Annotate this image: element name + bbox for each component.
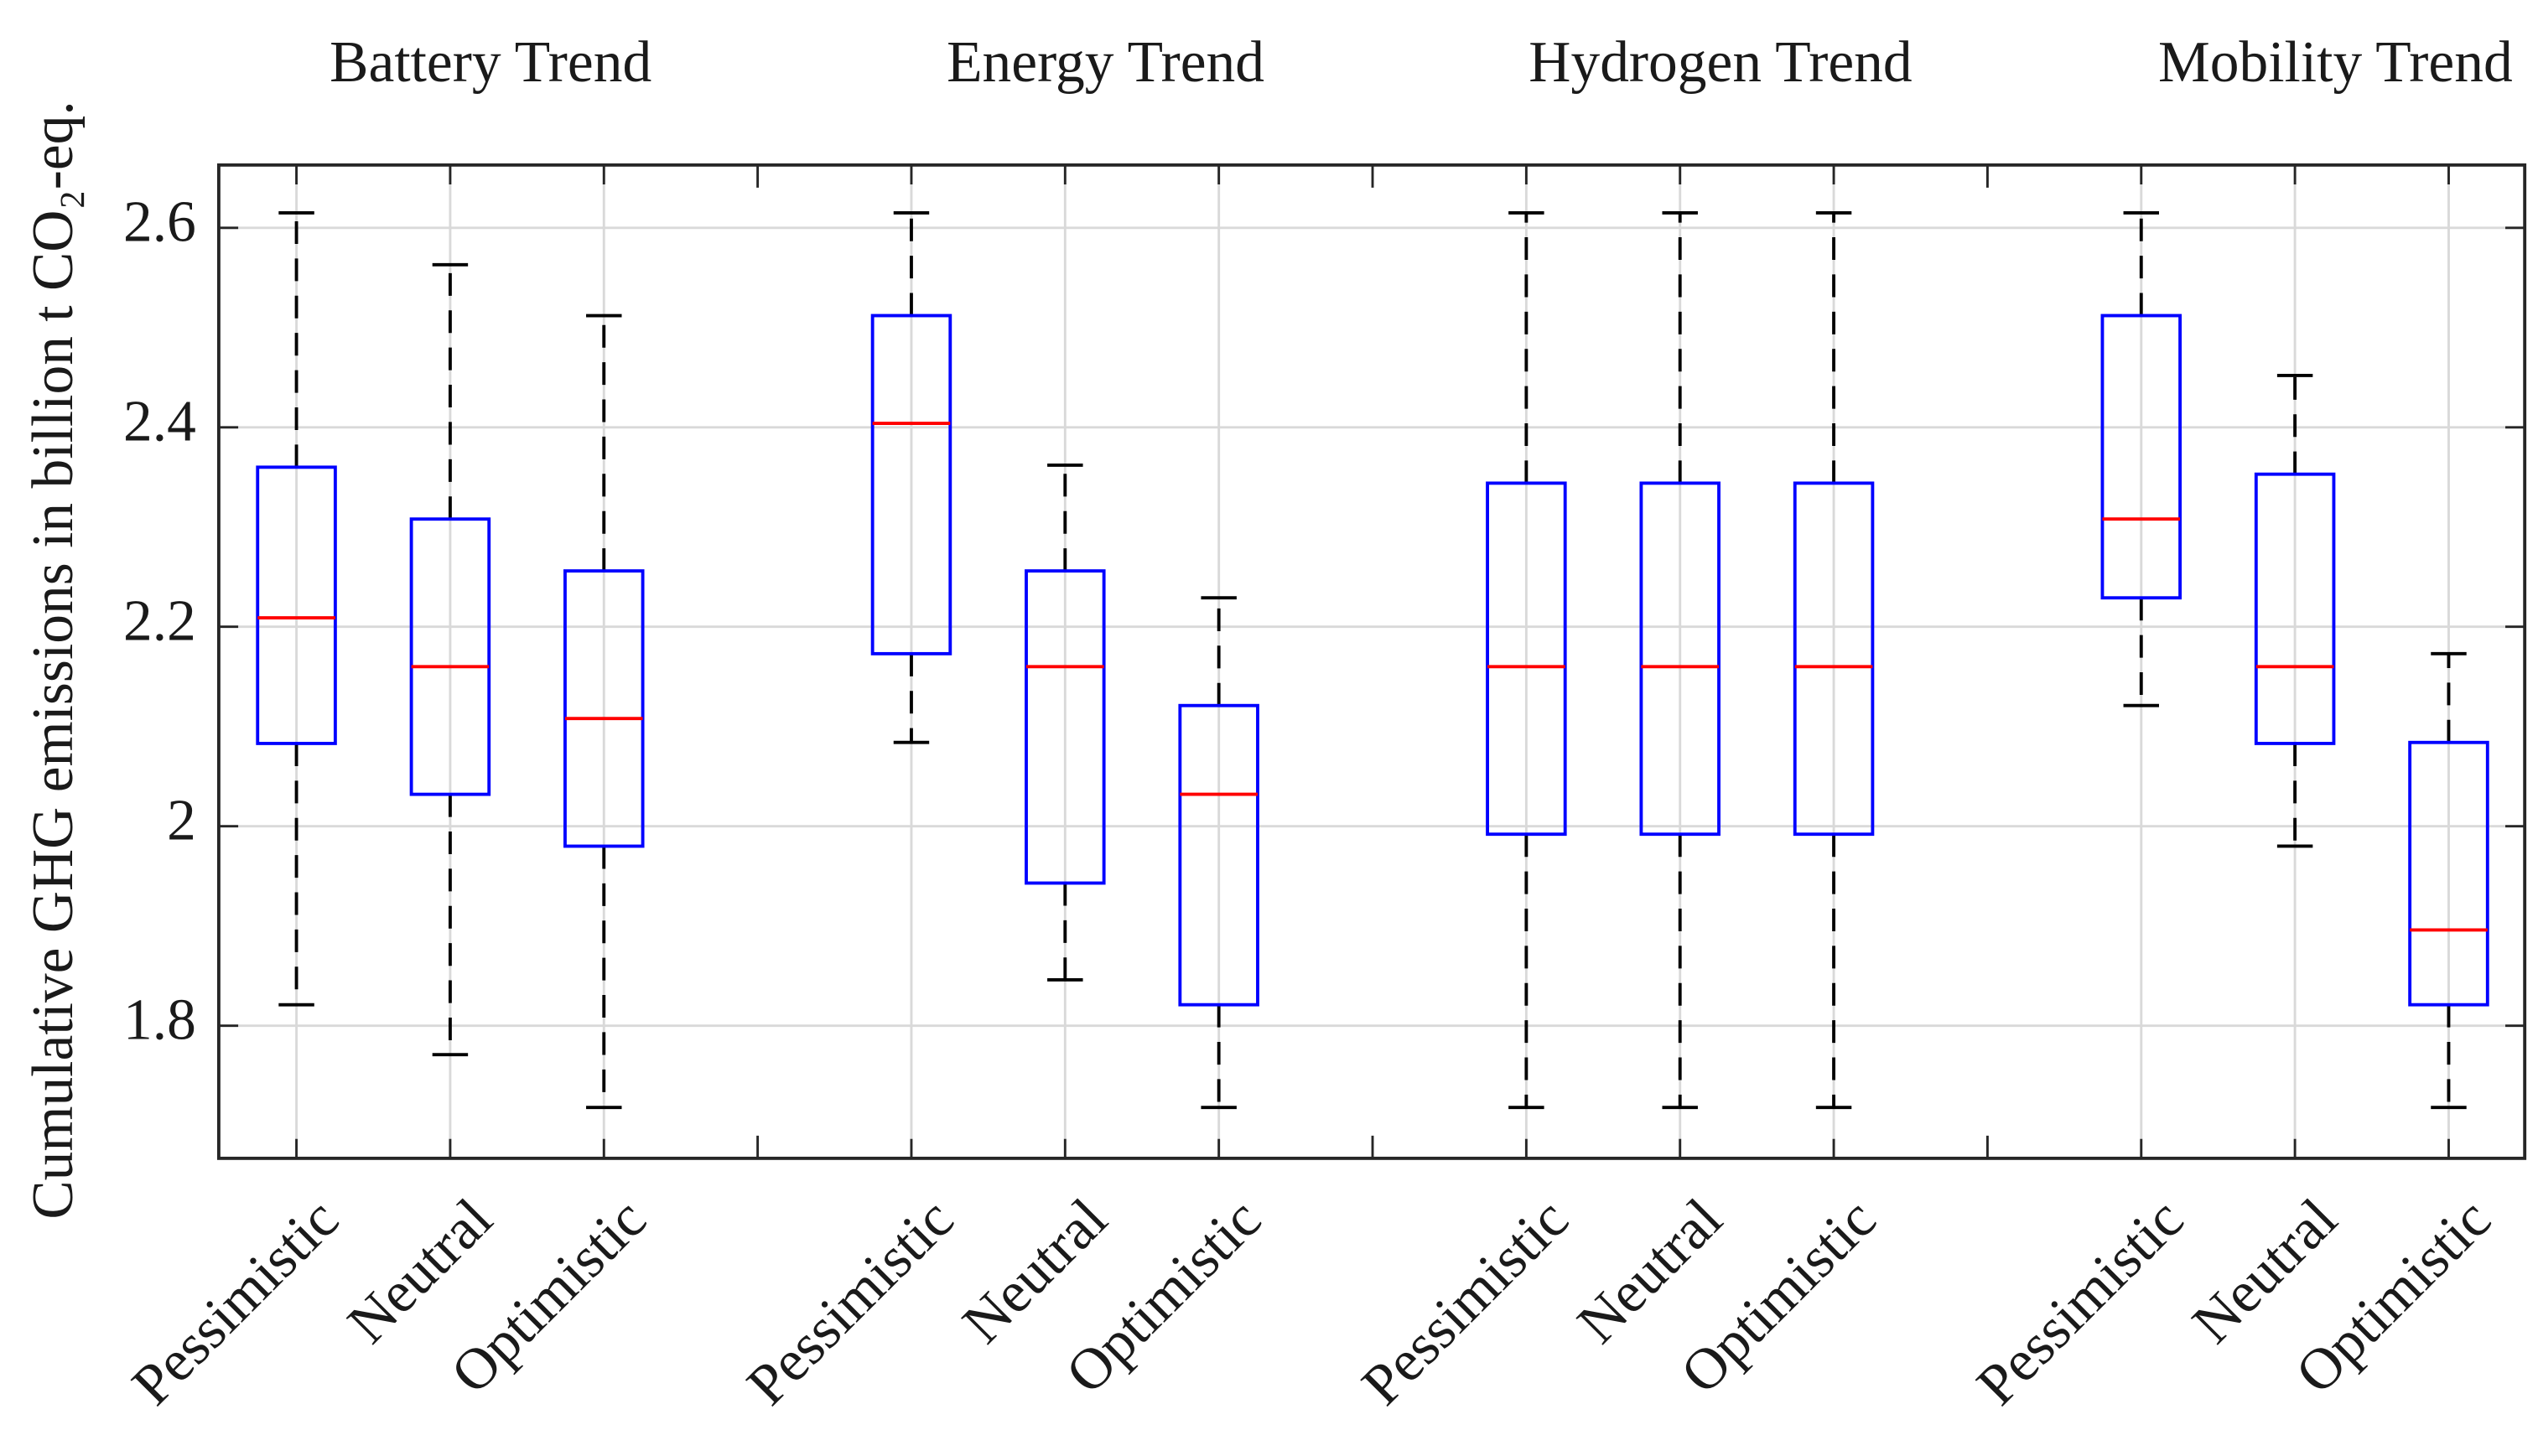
- box: [563, 569, 645, 848]
- box: [1025, 569, 1106, 885]
- box: [2100, 313, 2182, 600]
- box: [1178, 703, 1259, 1007]
- y-tick-label: 2: [167, 789, 196, 853]
- x-tick-label: Pessimistic: [120, 1187, 351, 1418]
- box: [1486, 481, 1567, 837]
- x-tick-label: Pessimistic: [1964, 1187, 2196, 1418]
- group-title: Mobility Trend: [2158, 30, 2513, 95]
- y-tick-label: 1.8: [123, 988, 196, 1053]
- y-tick-label: 2.2: [123, 589, 196, 654]
- group-title: Hydrogen Trend: [1529, 30, 1912, 95]
- group-title: Battery Trend: [330, 30, 651, 95]
- group-title: Energy Trend: [947, 30, 1264, 95]
- y-axis-label: Cumulative GHG emissions in billion t CO…: [21, 101, 86, 1219]
- box: [2408, 740, 2489, 1007]
- box: [870, 313, 952, 655]
- x-tick-label: Pessimistic: [1350, 1187, 1581, 1418]
- box: [1793, 481, 1875, 837]
- x-tick-label: Pessimistic: [734, 1187, 966, 1418]
- y-tick-label: 2.4: [123, 390, 196, 454]
- box: [256, 465, 337, 745]
- plot-frame: [216, 163, 2527, 1160]
- box: [409, 517, 491, 796]
- box: [2254, 472, 2336, 745]
- y-tick-label: 2.6: [123, 190, 196, 255]
- box: [1639, 481, 1721, 837]
